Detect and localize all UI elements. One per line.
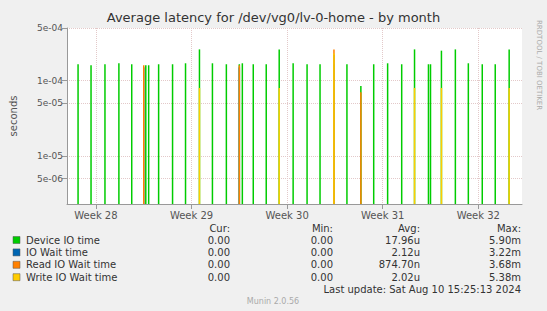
svg-text:0.00: 0.00 bbox=[311, 235, 333, 246]
svg-text:1e-05: 1e-05 bbox=[37, 151, 63, 161]
svg-text:Device IO time: Device IO time bbox=[26, 235, 100, 246]
svg-text:Last update: Sat Aug 10 15:25:: Last update: Sat Aug 10 15:25:13 2024 bbox=[323, 284, 521, 295]
svg-text:2.02u: 2.02u bbox=[391, 272, 420, 283]
svg-text:17.96u: 17.96u bbox=[385, 235, 420, 246]
svg-text:874.70n: 874.70n bbox=[379, 259, 420, 270]
svg-text:0.00: 0.00 bbox=[311, 247, 333, 258]
svg-text:Avg:: Avg: bbox=[398, 223, 420, 234]
svg-text:5.90m: 5.90m bbox=[489, 235, 521, 246]
svg-text:Week 32: Week 32 bbox=[457, 210, 500, 221]
svg-text:2.12u: 2.12u bbox=[391, 247, 420, 258]
svg-text:IO Wait time: IO Wait time bbox=[26, 247, 88, 258]
svg-text:Munin 2.0.56: Munin 2.0.56 bbox=[247, 297, 299, 306]
svg-text:Week 28: Week 28 bbox=[74, 210, 117, 221]
svg-text:3.22m: 3.22m bbox=[489, 247, 521, 258]
svg-text:Average latency for /dev/vg0/l: Average latency for /dev/vg0/lv-0-home -… bbox=[107, 10, 440, 25]
svg-text:Min:: Min: bbox=[312, 223, 333, 234]
svg-text:Max:: Max: bbox=[497, 223, 521, 234]
svg-text:3.68m: 3.68m bbox=[489, 259, 521, 270]
svg-text:1e-04: 1e-04 bbox=[37, 76, 63, 86]
svg-text:5e-04: 5e-04 bbox=[37, 23, 63, 33]
svg-text:Cur:: Cur: bbox=[209, 223, 230, 234]
svg-text:Week 30: Week 30 bbox=[265, 210, 308, 221]
svg-text:0.00: 0.00 bbox=[208, 259, 230, 270]
svg-text:5e-05: 5e-05 bbox=[37, 98, 63, 108]
svg-text:Write IO Wait time: Write IO Wait time bbox=[26, 272, 117, 283]
svg-text:0.00: 0.00 bbox=[208, 272, 230, 283]
svg-text:0.00: 0.00 bbox=[208, 247, 230, 258]
svg-text:Week 29: Week 29 bbox=[170, 210, 213, 221]
svg-text:seconds: seconds bbox=[8, 96, 19, 137]
svg-text:Read IO Wait time: Read IO Wait time bbox=[26, 259, 116, 270]
svg-text:RRDTOOL / TOBI OETIKER: RRDTOOL / TOBI OETIKER bbox=[535, 20, 543, 110]
svg-text:5.38m: 5.38m bbox=[489, 272, 521, 283]
svg-text:0.00: 0.00 bbox=[311, 259, 333, 270]
svg-text:Week 31: Week 31 bbox=[361, 210, 404, 221]
svg-text:0.00: 0.00 bbox=[311, 272, 333, 283]
svg-text:0.00: 0.00 bbox=[208, 235, 230, 246]
svg-text:5e-06: 5e-06 bbox=[37, 174, 63, 184]
